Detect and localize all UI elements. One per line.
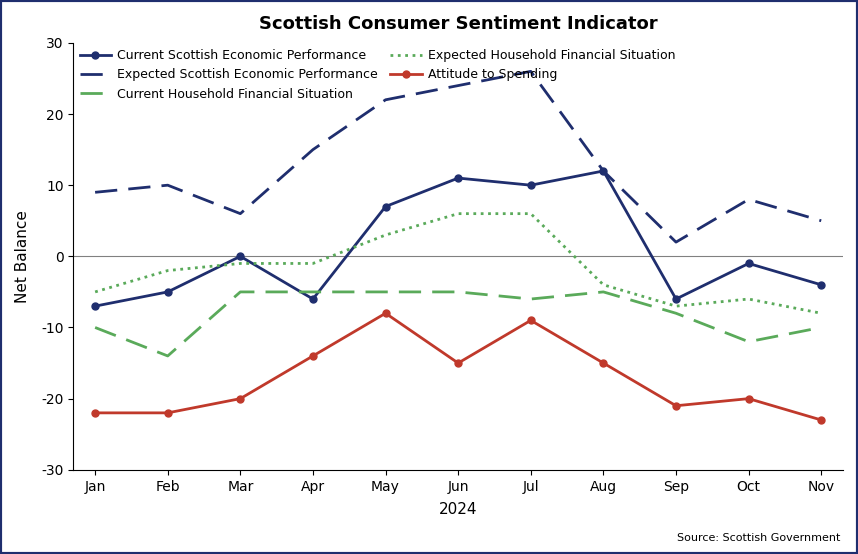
- X-axis label: 2024: 2024: [439, 502, 477, 517]
- Legend: Current Scottish Economic Performance, Expected Scottish Economic Performance, C: Current Scottish Economic Performance, E…: [75, 44, 680, 106]
- Y-axis label: Net Balance: Net Balance: [15, 210, 30, 303]
- Text: Source: Scottish Government: Source: Scottish Government: [678, 533, 841, 543]
- Title: Scottish Consumer Sentiment Indicator: Scottish Consumer Sentiment Indicator: [259, 15, 657, 33]
